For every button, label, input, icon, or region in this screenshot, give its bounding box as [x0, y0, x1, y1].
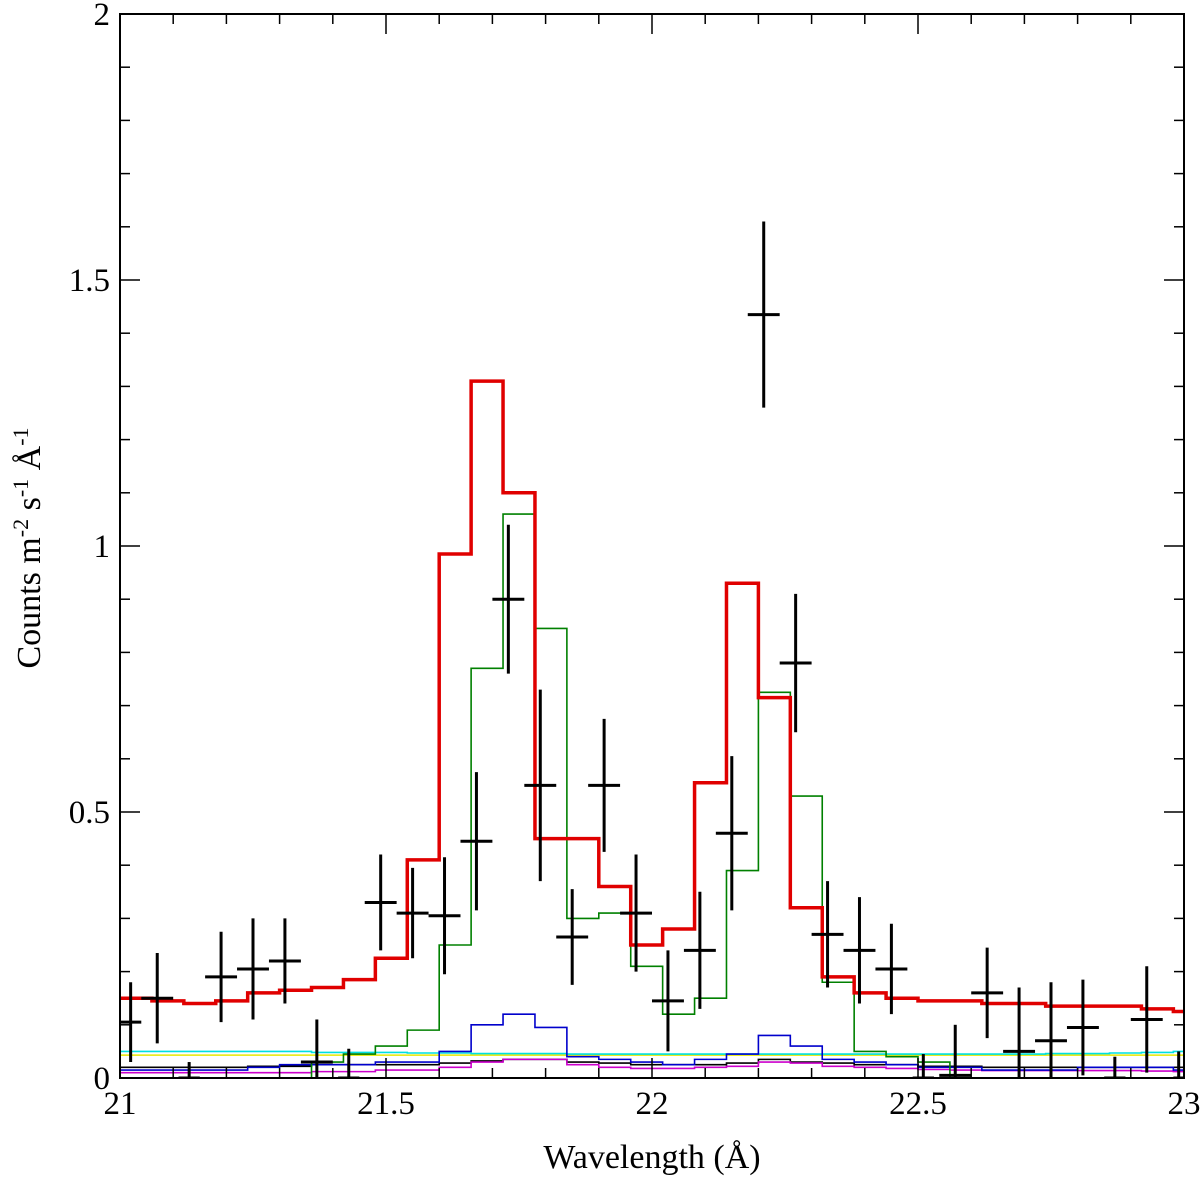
series-component-3	[120, 1050, 1184, 1055]
data-point	[747, 221, 780, 408]
data-point	[396, 867, 429, 959]
data-point	[300, 1019, 333, 1078]
y-tick-label: 0.5	[69, 795, 110, 831]
y-axis-title-exp2: -1	[8, 479, 33, 497]
data-point	[1035, 982, 1067, 1078]
data-point	[779, 593, 812, 733]
data-point	[237, 918, 269, 1020]
data-point	[428, 857, 461, 975]
data-point	[364, 854, 397, 951]
model-series-layer	[120, 379, 1184, 1078]
y-tick-label: 1.5	[69, 263, 110, 299]
x-axis-title: Wavelength (Å)	[543, 1139, 760, 1176]
data-points-layer	[120, 221, 1184, 1078]
data-point	[811, 881, 844, 988]
x-tick-label: 22	[636, 1086, 669, 1122]
data-point	[620, 854, 652, 972]
y-axis-title-exp1: -2	[8, 519, 33, 537]
data-point	[338, 1048, 360, 1078]
data-point	[652, 950, 684, 1052]
y-tick-label: 1	[94, 529, 111, 565]
data-point	[843, 897, 876, 1004]
data-point	[524, 689, 557, 882]
axis-ticks-layer	[119, 13, 1185, 1079]
y-axis-title: Counts m-2 s-1 Å-1	[8, 427, 48, 668]
data-point	[1130, 966, 1163, 1073]
data-point	[460, 772, 493, 911]
y-axis-title-mid2: Å	[11, 445, 48, 479]
data-point	[120, 982, 142, 1063]
data-point	[683, 891, 716, 1009]
y-axis-title-base: Counts m	[11, 537, 48, 668]
x-tick-label: 21.5	[357, 1086, 415, 1122]
data-point	[492, 524, 525, 674]
y-axis-title-exp3: -1	[8, 427, 33, 445]
data-point	[1104, 1056, 1126, 1078]
series-component-2	[120, 1013, 1184, 1071]
data-point	[268, 918, 301, 1004]
data-point	[588, 718, 621, 852]
data-point	[556, 889, 589, 985]
series-total-model	[120, 379, 1184, 1014]
data-point	[912, 1054, 934, 1078]
data-point	[1003, 987, 1036, 1078]
y-tick-label: 0	[94, 1061, 111, 1097]
data-point	[141, 952, 174, 1044]
data-point	[205, 931, 238, 1023]
x-tick-label: 23	[1168, 1086, 1200, 1122]
y-axis-title-mid1: s	[11, 497, 48, 519]
data-point	[715, 756, 748, 911]
tick-labels-layer: 21 21.5 22 22.5 23 0 0.5 1 1.5 2	[69, 0, 1200, 1122]
data-point	[1173, 1051, 1184, 1078]
plot-frame	[119, 13, 1185, 1079]
x-tick-label: 22.5	[889, 1086, 947, 1122]
data-point	[178, 1062, 200, 1078]
data-point	[875, 923, 908, 1015]
data-point	[971, 947, 1004, 1039]
data-point	[1066, 979, 1099, 1076]
data-point	[939, 1024, 972, 1078]
y-tick-label: 2	[94, 0, 111, 33]
x-tick-label: 21	[104, 1086, 137, 1122]
